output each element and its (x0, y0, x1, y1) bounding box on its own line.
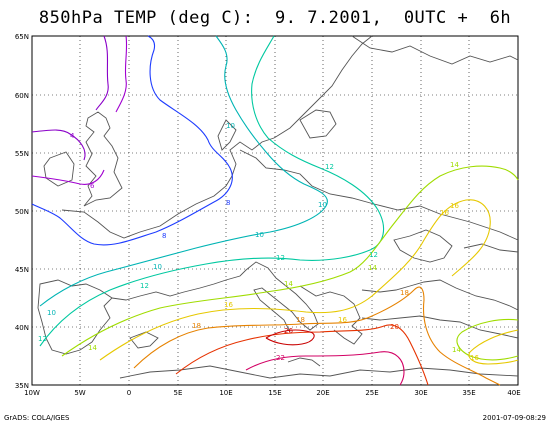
map-title: 850hPa TEMP (deg C): 9. 7.2001, 0UTC + 6… (38, 8, 512, 28)
isotherm-16-east (468, 329, 519, 365)
plot-frame (31, 35, 519, 386)
contour-label-6: 6 (90, 182, 95, 190)
footer-timestamp: 2001-07-09-08:29 (482, 414, 546, 422)
footer-credit: GrADS: COLA/IGES (4, 414, 70, 422)
isotherm-4-north (95, 35, 109, 111)
contour-label-14-c: 14 (368, 264, 377, 272)
lat-tick-55n: 55N (15, 150, 29, 158)
lon-axis-labels: 10W 5W 0 5E 10E 15E 20E 25E 30E 35E 40E (24, 389, 521, 397)
contour-label-16-e: 16 (470, 354, 479, 362)
lon-tick-5e: 5E (174, 389, 183, 397)
contour-label-10-b: 10 (318, 201, 327, 209)
contour-label-12-c: 12 (369, 251, 378, 259)
lat-tick-60n: 60N (15, 92, 29, 100)
isotherm-6-north (115, 35, 128, 113)
contour-label-16-a: 16 (450, 202, 459, 210)
contour-label-14-d: 14 (88, 344, 97, 352)
contour-label-18-c: 18 (192, 322, 201, 330)
isotherm-22 (245, 351, 405, 386)
contour-label-10-c: 10 (255, 231, 264, 239)
lat-tick-40n: 40N (15, 324, 29, 332)
lat-tick-65n: 65N (15, 33, 29, 41)
contour-label-16-d: 16 (338, 316, 347, 324)
isotherm-14 (61, 165, 519, 357)
lat-tick-45n: 45N (15, 266, 29, 274)
contour-label-14-a: 14 (450, 161, 459, 169)
contour-label-16-b: 16 (440, 209, 449, 217)
isotherm-14-east (456, 318, 519, 361)
lon-tick-10e: 10E (219, 389, 232, 397)
isotherm-6 (31, 169, 105, 185)
contour-label-12-a: 12 (325, 163, 334, 171)
isotherms (31, 35, 519, 386)
contour-label-12-d: 12 (140, 282, 149, 290)
lon-tick-5w: 5W (74, 389, 85, 397)
contour-label-10-e: 10 (47, 309, 56, 317)
contour-label-8-b: 8 (162, 232, 166, 240)
isotherm-16 (99, 199, 491, 361)
isotherm-20 (175, 324, 429, 386)
contour-label-10-d: 10 (153, 263, 162, 271)
lon-tick-15e: 15E (268, 389, 281, 397)
lat-axis-labels: 65N 60N 55N 50N 45N 40N 35N (15, 33, 29, 390)
contour-label-8-a: 8 (226, 199, 230, 207)
contour-label-18-b: 18 (296, 316, 305, 324)
contour-label-16-c: 16 (224, 301, 233, 309)
contour-label-20: 20 (390, 323, 399, 331)
contour-label-4: 4 (70, 132, 75, 140)
lat-tick-50n: 50N (15, 208, 29, 216)
contour-label-10-a: 10 (226, 122, 235, 130)
isotherm-4 (31, 129, 86, 161)
isotherm-10 (39, 35, 328, 307)
isotherm-18 (133, 286, 501, 386)
lon-tick-30e: 30E (414, 389, 427, 397)
lon-tick-35e: 35E (462, 389, 475, 397)
lon-tick-25e: 25E (365, 389, 378, 397)
contour-label-14-e: 14 (452, 346, 461, 354)
contour-label-26: 26 (284, 327, 293, 335)
lon-tick-20e: 20E (316, 389, 329, 397)
contour-label-22: 22 (276, 354, 285, 362)
lon-tick-40e: 40E (507, 389, 520, 397)
contour-label-12-e: 12 (38, 335, 47, 343)
isotherm-12 (39, 35, 385, 347)
contour-labels: 4 6 8 8 10 10 10 10 10 12 12 12 12 12 14… (38, 122, 479, 362)
isotherm-8 (31, 35, 233, 246)
isotherm-26 (265, 329, 315, 346)
lon-tick-0: 0 (127, 389, 131, 397)
contour-label-14-b: 14 (284, 280, 293, 288)
contour-label-18-a: 18 (400, 289, 409, 297)
lat-tick-35n: 35N (15, 382, 29, 390)
contour-label-12-b: 12 (276, 254, 285, 262)
lon-tick-10w: 10W (24, 389, 40, 397)
coastlines (37, 35, 519, 379)
